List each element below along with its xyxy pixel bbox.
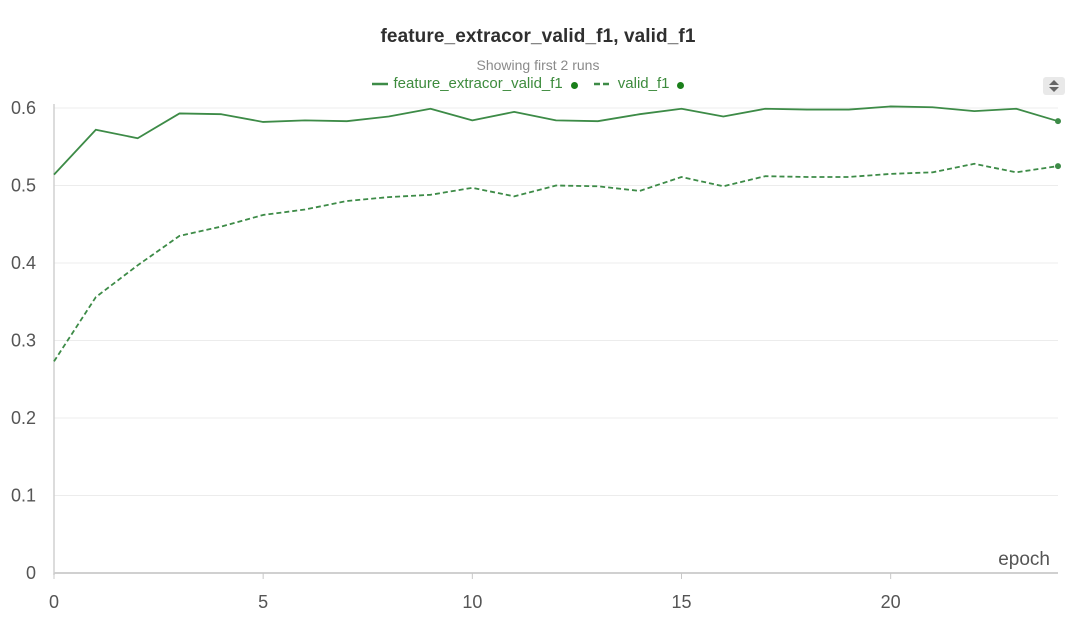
legend-label-feature-extracor-valid-f1: feature_extracor_valid_f1 bbox=[393, 75, 563, 92]
series-end-point bbox=[1055, 118, 1061, 125]
y-tick-label: 0.3 bbox=[11, 331, 36, 351]
legend-label-valid-f1: valid_f1 bbox=[617, 75, 670, 92]
y-tick-label: 0.4 bbox=[11, 253, 36, 273]
legend-item-valid-f1[interactable]: valid_f1 bbox=[593, 75, 685, 92]
legend-run-dot-icon bbox=[677, 82, 685, 89]
legend: feature_extracor_valid_f1 valid_f1 bbox=[0, 75, 1056, 92]
x-axis-title: epoch bbox=[998, 549, 1050, 570]
series-line-valid-f1 bbox=[53, 162, 1059, 362]
chart-title: feature_extracor_valid_f1, valid_f1 bbox=[380, 26, 696, 47]
x-tick-label: 0 bbox=[49, 592, 59, 612]
y-tick-label: 0.1 bbox=[11, 486, 36, 506]
series-line-feature-extracor-valid-f1 bbox=[53, 105, 1059, 176]
x-tick-label: 15 bbox=[671, 592, 691, 612]
legend-run-dot-icon bbox=[570, 82, 578, 89]
chart-subtitle: Showing first 2 runs bbox=[476, 57, 600, 73]
series-end-point bbox=[1055, 163, 1061, 170]
sort-up-down-icon bbox=[1049, 80, 1059, 92]
y-tick-label: 0.6 bbox=[11, 98, 36, 118]
y-tick-label: 0.2 bbox=[11, 408, 36, 428]
x-tick-label: 5 bbox=[258, 592, 268, 612]
legend-item-feature-extracor-valid-f1[interactable]: feature_extracor_valid_f1 bbox=[371, 75, 578, 92]
y-tick-label: 0.5 bbox=[11, 176, 36, 196]
x-tick-label: 10 bbox=[462, 592, 482, 612]
legend-dashed-line-swatch bbox=[593, 82, 612, 85]
legend-solid-line-swatch bbox=[371, 82, 388, 85]
y-tick-label: 0 bbox=[26, 563, 36, 583]
sort-toggle-button[interactable] bbox=[1043, 77, 1065, 95]
x-tick-label: 20 bbox=[881, 592, 901, 612]
